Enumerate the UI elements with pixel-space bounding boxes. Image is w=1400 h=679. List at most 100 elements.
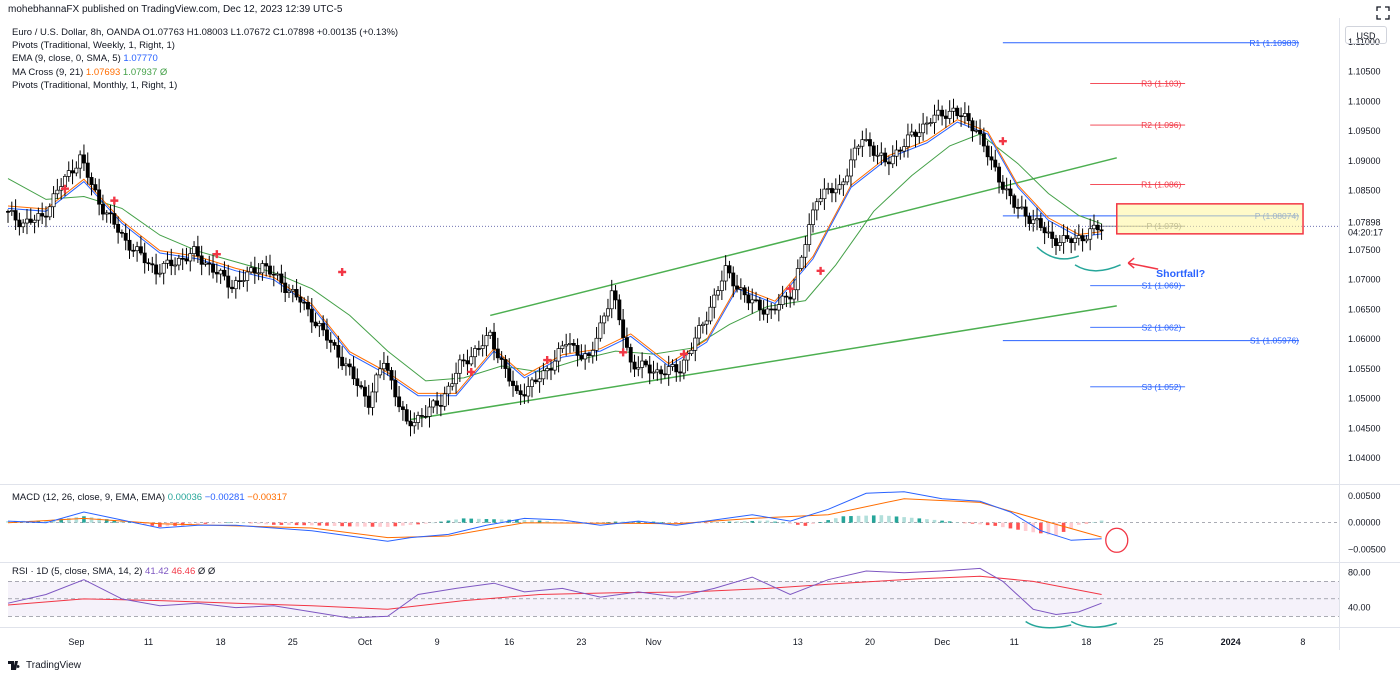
candle-body	[693, 337, 698, 351]
candle	[400, 400, 405, 421]
candle-body	[719, 280, 724, 291]
candle-body	[104, 212, 109, 215]
indicator-legend-pivots-monthly[interactable]: Pivots (Traditional, Monthly, 1, Right, …	[12, 79, 398, 92]
candle-body	[784, 295, 789, 298]
candle-body	[457, 359, 462, 374]
macd-bar	[727, 521, 732, 523]
candle-body	[917, 132, 922, 137]
candle	[378, 360, 383, 379]
macd-bar	[742, 521, 747, 523]
candle-body	[860, 139, 865, 147]
candle	[446, 382, 451, 406]
indicator-legend-pivots-weekly[interactable]: Pivots (Traditional, Weekly, 1, Right, 1…	[12, 39, 398, 52]
candle-body	[902, 146, 907, 152]
candle	[74, 161, 79, 177]
candle-body	[36, 213, 41, 221]
macd-line-value: −0.00281	[204, 492, 245, 503]
symbol-name[interactable]: Euro / U.S. Dollar, 8h, OANDA	[12, 27, 140, 38]
candle	[457, 354, 462, 382]
indicator-legend-ma-cross[interactable]: MA Cross (9, 21) 1.07693 1.07937 Ø	[12, 66, 398, 79]
macd-highlight-circle	[1105, 527, 1129, 553]
ma-cross-signal	[816, 266, 825, 275]
candle	[666, 355, 671, 386]
candle-body	[127, 239, 132, 251]
macd-bar	[347, 522, 352, 527]
macd-bar	[932, 519, 937, 523]
candle	[55, 178, 60, 200]
candle-body	[1027, 215, 1032, 224]
candle-body	[385, 362, 390, 371]
candle	[412, 412, 417, 434]
candle	[218, 268, 223, 284]
candle-body	[981, 133, 986, 147]
candle	[78, 150, 83, 179]
candle	[347, 358, 352, 376]
candle	[476, 340, 481, 356]
candle	[192, 241, 197, 262]
rsi-axis-tick: 40.00	[1348, 603, 1371, 613]
macd-bar	[796, 522, 800, 525]
candle-body	[788, 296, 793, 300]
macd-bar	[492, 519, 496, 523]
candle-body	[962, 113, 967, 117]
candle-body	[647, 364, 652, 374]
candle	[784, 291, 789, 308]
candle	[746, 286, 751, 311]
candle	[1027, 212, 1032, 231]
macd-bar	[955, 522, 960, 523]
macd-bar	[674, 522, 679, 524]
candle	[397, 385, 402, 413]
candle	[89, 172, 94, 196]
change-value: +0.00135 (+0.13%)	[316, 27, 399, 38]
macd-bar	[651, 521, 656, 523]
candle-body	[1057, 242, 1062, 247]
macd-bar	[1023, 522, 1028, 531]
candle	[826, 182, 831, 195]
candle-body	[112, 213, 117, 225]
candle-body	[530, 379, 534, 387]
candle	[199, 245, 204, 276]
time-axis-tick: 2024	[1221, 637, 1241, 647]
monthly-pivot-label: S1 (1.05976)	[1250, 336, 1299, 346]
macd-bar	[621, 521, 625, 523]
candle	[351, 356, 356, 386]
candle-body	[188, 253, 193, 262]
macd-bar	[1016, 522, 1020, 530]
time-axis-tick: 25	[1154, 637, 1164, 647]
candle	[389, 366, 394, 390]
candle-body	[552, 360, 557, 371]
candle-body	[883, 152, 888, 163]
macd-bar	[1031, 522, 1036, 533]
macd-legend[interactable]: MACD (12, 26, close, 9, EMA, EMA) 0.0003…	[12, 492, 287, 503]
candle-body	[325, 329, 329, 341]
macd-bar	[196, 522, 200, 525]
candle-body	[522, 394, 527, 397]
macd-bar	[552, 521, 557, 523]
candle	[283, 271, 288, 302]
macd-bar	[461, 518, 466, 523]
macd-bar	[735, 521, 739, 523]
fullscreen-icon[interactable]	[1376, 6, 1390, 20]
rsi-legend[interactable]: RSI · 1D (5, close, SMA, 14, 2) 41.42 46…	[12, 566, 215, 577]
weekly-pivot-label: R3 (1.103)	[1141, 78, 1181, 88]
candle	[279, 264, 284, 293]
candle-body	[970, 120, 975, 132]
candle-body	[985, 145, 990, 158]
currency-button[interactable]: USD	[1345, 26, 1387, 44]
candle	[890, 145, 895, 169]
tradingview-brand[interactable]: TradingView	[8, 660, 81, 671]
candle-body	[123, 232, 128, 241]
macd-bar	[317, 522, 322, 526]
candle-body	[211, 263, 215, 273]
candle-body	[940, 109, 945, 117]
macd-bar	[325, 522, 329, 526]
macd-bar	[302, 522, 306, 526]
candle	[499, 351, 504, 369]
candle	[776, 293, 781, 322]
ma-cross-signal	[467, 367, 476, 376]
candle-body	[518, 390, 523, 395]
candle	[359, 381, 364, 390]
macd-bar	[856, 515, 861, 523]
indicator-legend-ema[interactable]: EMA (9, close, 0, SMA, 5) 1.07770	[12, 52, 398, 65]
